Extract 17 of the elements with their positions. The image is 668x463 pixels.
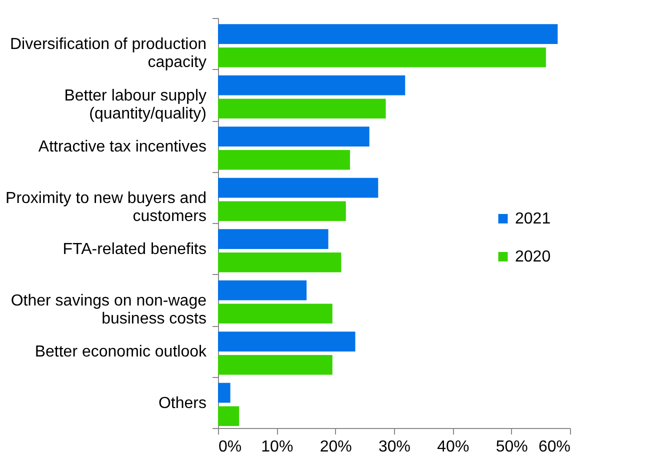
- y-tick-label: Better labour supply (quantity/quality): [64, 87, 206, 122]
- y-tick-label: Better economic outlook: [34, 344, 208, 361]
- y-tick-label: Attractive tax incentives: [38, 138, 206, 156]
- legend-label: 2020: [515, 248, 551, 266]
- y-tick-label: Proximity to new buyers and customers: [6, 190, 206, 225]
- x-tick-label: 20%: [320, 438, 352, 456]
- legend-label: 2021: [515, 210, 551, 228]
- x-tick-label: 60%: [538, 438, 570, 456]
- x-tick-label: 30%: [378, 438, 411, 456]
- x-tick-label: 10%: [261, 438, 294, 456]
- x-tick-label: 50%: [496, 438, 528, 456]
- y-tick-label: Diversification of production capacity: [10, 36, 206, 72]
- y-tick-label: Others: [158, 394, 206, 412]
- x-tick-label: 40%: [437, 438, 470, 456]
- y-tick-label: FTA-related benefits: [62, 241, 206, 258]
- x-tick-label: 0%: [218, 438, 242, 456]
- y-tick-label: Other savings on non-wage business costs: [10, 292, 207, 328]
